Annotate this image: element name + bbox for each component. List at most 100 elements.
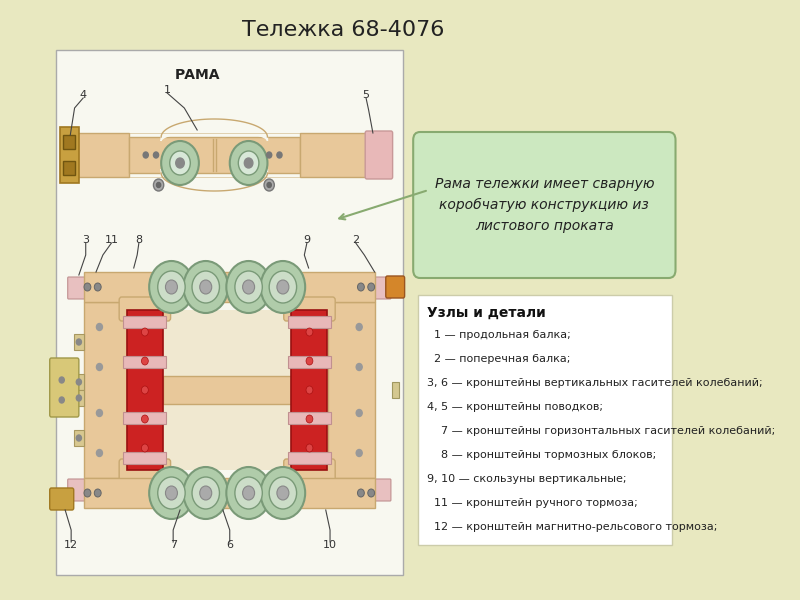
Circle shape [358, 489, 364, 497]
Circle shape [226, 467, 271, 519]
Circle shape [200, 486, 212, 500]
FancyBboxPatch shape [119, 459, 170, 483]
Circle shape [142, 386, 148, 394]
Text: 6: 6 [226, 540, 234, 550]
Circle shape [149, 261, 194, 313]
Circle shape [277, 152, 282, 158]
Circle shape [158, 477, 185, 509]
Circle shape [94, 283, 101, 291]
Text: 9, 10 — скользуны вертикальные;: 9, 10 — скользуны вертикальные; [427, 474, 626, 484]
Bar [123, 316, 166, 328]
Bar [123, 452, 166, 464]
Circle shape [59, 397, 64, 403]
Circle shape [97, 323, 102, 331]
Circle shape [76, 379, 82, 385]
Circle shape [200, 280, 212, 294]
Circle shape [226, 261, 271, 313]
Circle shape [261, 467, 305, 519]
Bar [291, 310, 327, 470]
FancyBboxPatch shape [50, 488, 74, 510]
Circle shape [97, 364, 102, 370]
Circle shape [356, 449, 362, 457]
Text: 7: 7 [170, 540, 177, 550]
Text: 12: 12 [64, 540, 78, 550]
Circle shape [244, 158, 253, 168]
FancyBboxPatch shape [50, 358, 79, 417]
Circle shape [166, 486, 178, 500]
FancyBboxPatch shape [284, 459, 335, 483]
Bar [127, 310, 163, 470]
Circle shape [84, 283, 91, 291]
FancyBboxPatch shape [68, 479, 391, 501]
Circle shape [142, 357, 148, 365]
Circle shape [176, 158, 184, 168]
Circle shape [183, 261, 228, 313]
Bar [163, 310, 291, 470]
Circle shape [183, 467, 228, 519]
Circle shape [269, 271, 297, 303]
Circle shape [368, 283, 374, 291]
Text: 3: 3 [82, 235, 90, 245]
Circle shape [157, 182, 161, 187]
Bar [74, 334, 84, 350]
Polygon shape [161, 119, 267, 141]
Circle shape [192, 477, 219, 509]
Circle shape [154, 179, 164, 191]
Text: 2 — поперечная балка;: 2 — поперечная балка; [427, 354, 570, 364]
Circle shape [97, 409, 102, 416]
Bar [328, 302, 374, 478]
Text: 1 — продольная балка;: 1 — продольная балка; [427, 330, 570, 340]
Circle shape [154, 152, 158, 158]
Text: Узлы и детали: Узлы и детали [427, 306, 546, 320]
Circle shape [161, 141, 199, 185]
Bar [163, 376, 291, 404]
Circle shape [142, 328, 148, 336]
Bar [123, 412, 166, 424]
Circle shape [306, 415, 313, 423]
Bar [74, 390, 84, 406]
FancyBboxPatch shape [365, 131, 393, 179]
FancyBboxPatch shape [413, 132, 675, 278]
Bar [84, 272, 374, 302]
Circle shape [59, 377, 64, 383]
Bar [62, 161, 74, 175]
Circle shape [356, 323, 362, 331]
Circle shape [277, 486, 289, 500]
Text: 10: 10 [323, 540, 337, 550]
Text: РАМА: РАМА [174, 68, 220, 82]
Circle shape [94, 489, 101, 497]
Text: 8: 8 [135, 235, 142, 245]
Text: Рама тележки имеет сварную
коробчатую конструкцию из
листового проката: Рама тележки имеет сварную коробчатую ко… [434, 178, 654, 233]
Circle shape [306, 386, 313, 394]
Circle shape [235, 477, 262, 509]
Text: 4, 5 — кронштейны поводков;: 4, 5 — кронштейны поводков; [427, 402, 603, 412]
Bar [62, 135, 74, 149]
Circle shape [170, 151, 190, 175]
Circle shape [192, 271, 219, 303]
Text: 12 — кронштейн магнитно-рельсового тормоза;: 12 — кронштейн магнитно-рельсового тормо… [427, 522, 718, 532]
Circle shape [238, 151, 259, 175]
Circle shape [149, 467, 194, 519]
FancyBboxPatch shape [119, 297, 170, 321]
Bar [74, 374, 84, 390]
Bar [288, 316, 331, 328]
Circle shape [84, 489, 91, 497]
Circle shape [142, 415, 148, 423]
Text: 1: 1 [164, 85, 170, 95]
Bar [84, 478, 374, 508]
Text: 5: 5 [362, 90, 370, 100]
Text: 11 — кронштейн ручного тормоза;: 11 — кронштейн ручного тормоза; [427, 498, 638, 508]
Text: 2: 2 [352, 235, 359, 245]
Circle shape [158, 271, 185, 303]
Circle shape [277, 280, 289, 294]
Text: Тележка 68-4076: Тележка 68-4076 [242, 20, 444, 40]
Bar [392, 382, 398, 398]
Circle shape [266, 152, 272, 158]
Text: 4: 4 [79, 90, 86, 100]
Circle shape [76, 395, 82, 401]
Text: 11: 11 [105, 235, 118, 245]
Bar [60, 127, 79, 183]
Bar [73, 133, 129, 177]
FancyBboxPatch shape [386, 276, 405, 298]
Circle shape [306, 328, 313, 336]
